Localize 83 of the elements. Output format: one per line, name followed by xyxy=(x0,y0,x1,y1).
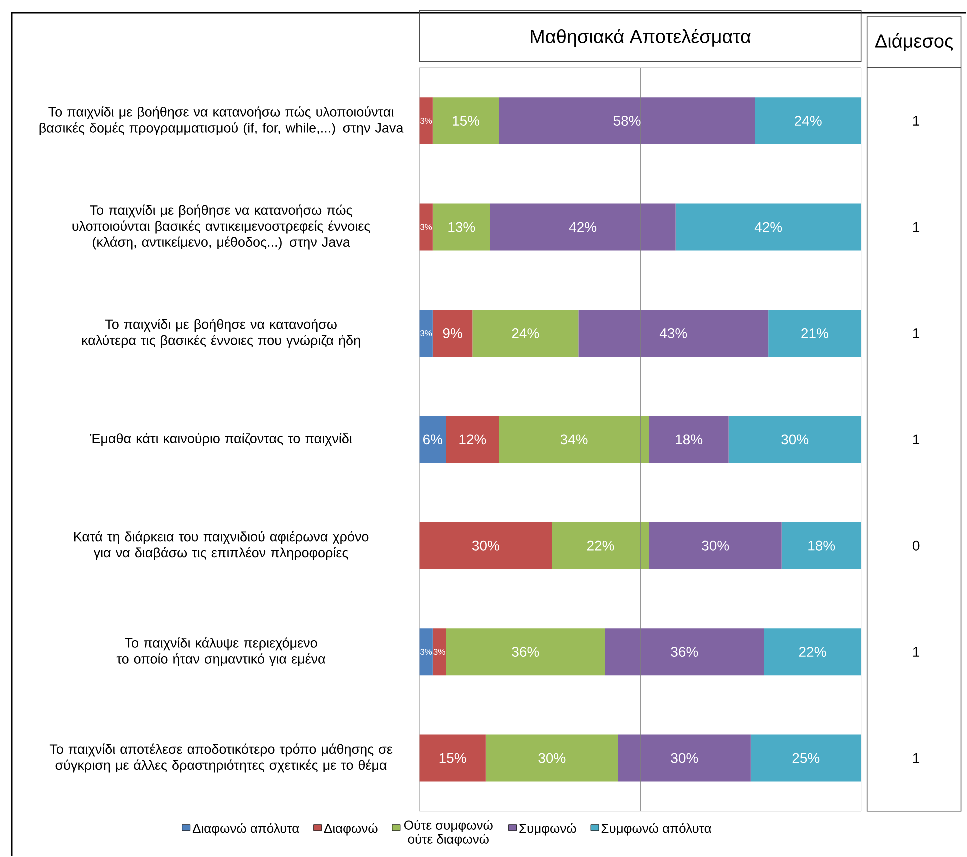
data-label: 21% xyxy=(802,328,828,338)
bar xyxy=(432,204,490,251)
y-tick-label: Κατά τη διάρκεια του παιχνιδιού αφιέρωνα χρόνο για να διαβάσω τις επιπλέον πληροφορίες xyxy=(74,531,369,560)
data-label: 22% xyxy=(587,540,614,551)
bar xyxy=(420,310,433,357)
data-label: 42% xyxy=(754,222,782,232)
bar xyxy=(420,416,446,464)
data-label: 42% xyxy=(569,222,597,232)
data-label: 3% xyxy=(420,224,432,230)
bar xyxy=(420,98,433,144)
data-label: 9% xyxy=(443,328,462,338)
bar xyxy=(750,734,862,782)
text: 1 xyxy=(913,328,920,338)
bar xyxy=(490,204,676,251)
data-label: 18% xyxy=(808,540,836,551)
data-label: 36% xyxy=(671,647,698,657)
legend-label: Συμφωνώ απόλυτα xyxy=(602,823,712,836)
bar xyxy=(499,98,756,144)
text: 1 xyxy=(913,116,920,126)
data-label: 30% xyxy=(472,540,500,551)
bar xyxy=(420,628,433,676)
bar xyxy=(432,98,500,144)
y-tick-label: Το παιχνίδι με βοήθησε να κατανοήσω πώς υλοποιούνται βασικές δομές προγραμματισμού (if, for, while,...) στην Java xyxy=(40,106,404,136)
legend-label: Ούτε συμφωνώ ούτε διαφωνώ xyxy=(404,820,493,846)
bar xyxy=(578,310,769,357)
text: Διάμεσος xyxy=(876,33,954,52)
data-label: 12% xyxy=(460,434,486,445)
bar xyxy=(676,204,862,251)
y-tick-label: Έμαθα κάτι καινούριο παίζοντας το παιχνίδι xyxy=(90,433,352,446)
bar xyxy=(618,734,751,782)
bar xyxy=(782,522,862,570)
data-label: 34% xyxy=(560,434,588,445)
data-label: 30% xyxy=(671,753,698,764)
bar xyxy=(768,310,862,357)
text: 1 xyxy=(913,753,920,764)
chart-title: Μαθησιακά Αποτελέσματα xyxy=(531,28,751,48)
bar xyxy=(728,416,862,464)
text: 1 xyxy=(913,647,920,657)
bar xyxy=(446,416,500,464)
bar xyxy=(499,416,650,464)
data-label: 13% xyxy=(448,222,476,232)
data-label: 30% xyxy=(538,753,566,764)
data-label: 24% xyxy=(795,116,822,126)
bar xyxy=(486,734,618,782)
legend-label: Συμφωνώ xyxy=(520,823,576,836)
bar xyxy=(446,628,606,676)
bar xyxy=(649,416,729,464)
data-label: 6% xyxy=(424,434,443,445)
data-label: 43% xyxy=(660,328,688,338)
data-label: 30% xyxy=(702,540,730,551)
bar xyxy=(552,522,650,570)
data-label: 36% xyxy=(512,647,540,657)
data-label: 3% xyxy=(434,649,446,656)
y-tick-label: Το παιχνίδι με βοήθησε να κατανοήσω καλύτερα τις βασικές έννοιες που γνώριζα ήδη xyxy=(82,318,360,348)
bar xyxy=(649,522,782,570)
data-label: 3% xyxy=(420,330,432,336)
text: 1 xyxy=(913,222,920,232)
bar xyxy=(420,522,552,570)
y-tick-label: Το παιχνίδι με βοήθησε να κατανοήσω πώς υλοποιούνται βασικές αντικειμενοστρεφείς έννοιες (κλάση, αντικείμενο, μέθοδος...) στην Java xyxy=(72,204,370,250)
y-tick-label: Το παιχνίδι κάλυψε περιεχόμενο το οποίο ήταν σημαντικό για εμένα xyxy=(116,638,326,667)
data-label: 3% xyxy=(420,649,432,656)
bar xyxy=(432,628,446,676)
bar xyxy=(420,204,433,251)
text: 0 xyxy=(912,540,920,551)
data-label: 18% xyxy=(676,434,703,445)
bar xyxy=(764,628,862,676)
data-label: 58% xyxy=(614,116,641,126)
data-label: 3% xyxy=(420,118,432,124)
bar xyxy=(755,98,862,144)
y-tick-label: Το παιχνίδι αποτέλεσε αποδοτικότερο τρόπο μάθησης σε σύγκριση με άλλες δραστηριότητες σχετικές με το θέμα xyxy=(50,744,393,773)
bar xyxy=(472,310,579,357)
bar xyxy=(605,628,764,676)
data-label: 24% xyxy=(512,328,540,338)
bar xyxy=(420,734,486,782)
data-label: 22% xyxy=(799,647,826,657)
data-label: 30% xyxy=(782,434,809,445)
data-label: 15% xyxy=(453,116,480,126)
data-label: 15% xyxy=(440,753,466,764)
text: 1 xyxy=(913,434,920,444)
bar xyxy=(432,310,473,357)
legend-label: Διαφωνώ απόλυτα xyxy=(192,823,300,836)
legend-label: Διαφωνώ xyxy=(324,823,378,836)
data-label: 25% xyxy=(792,753,820,764)
